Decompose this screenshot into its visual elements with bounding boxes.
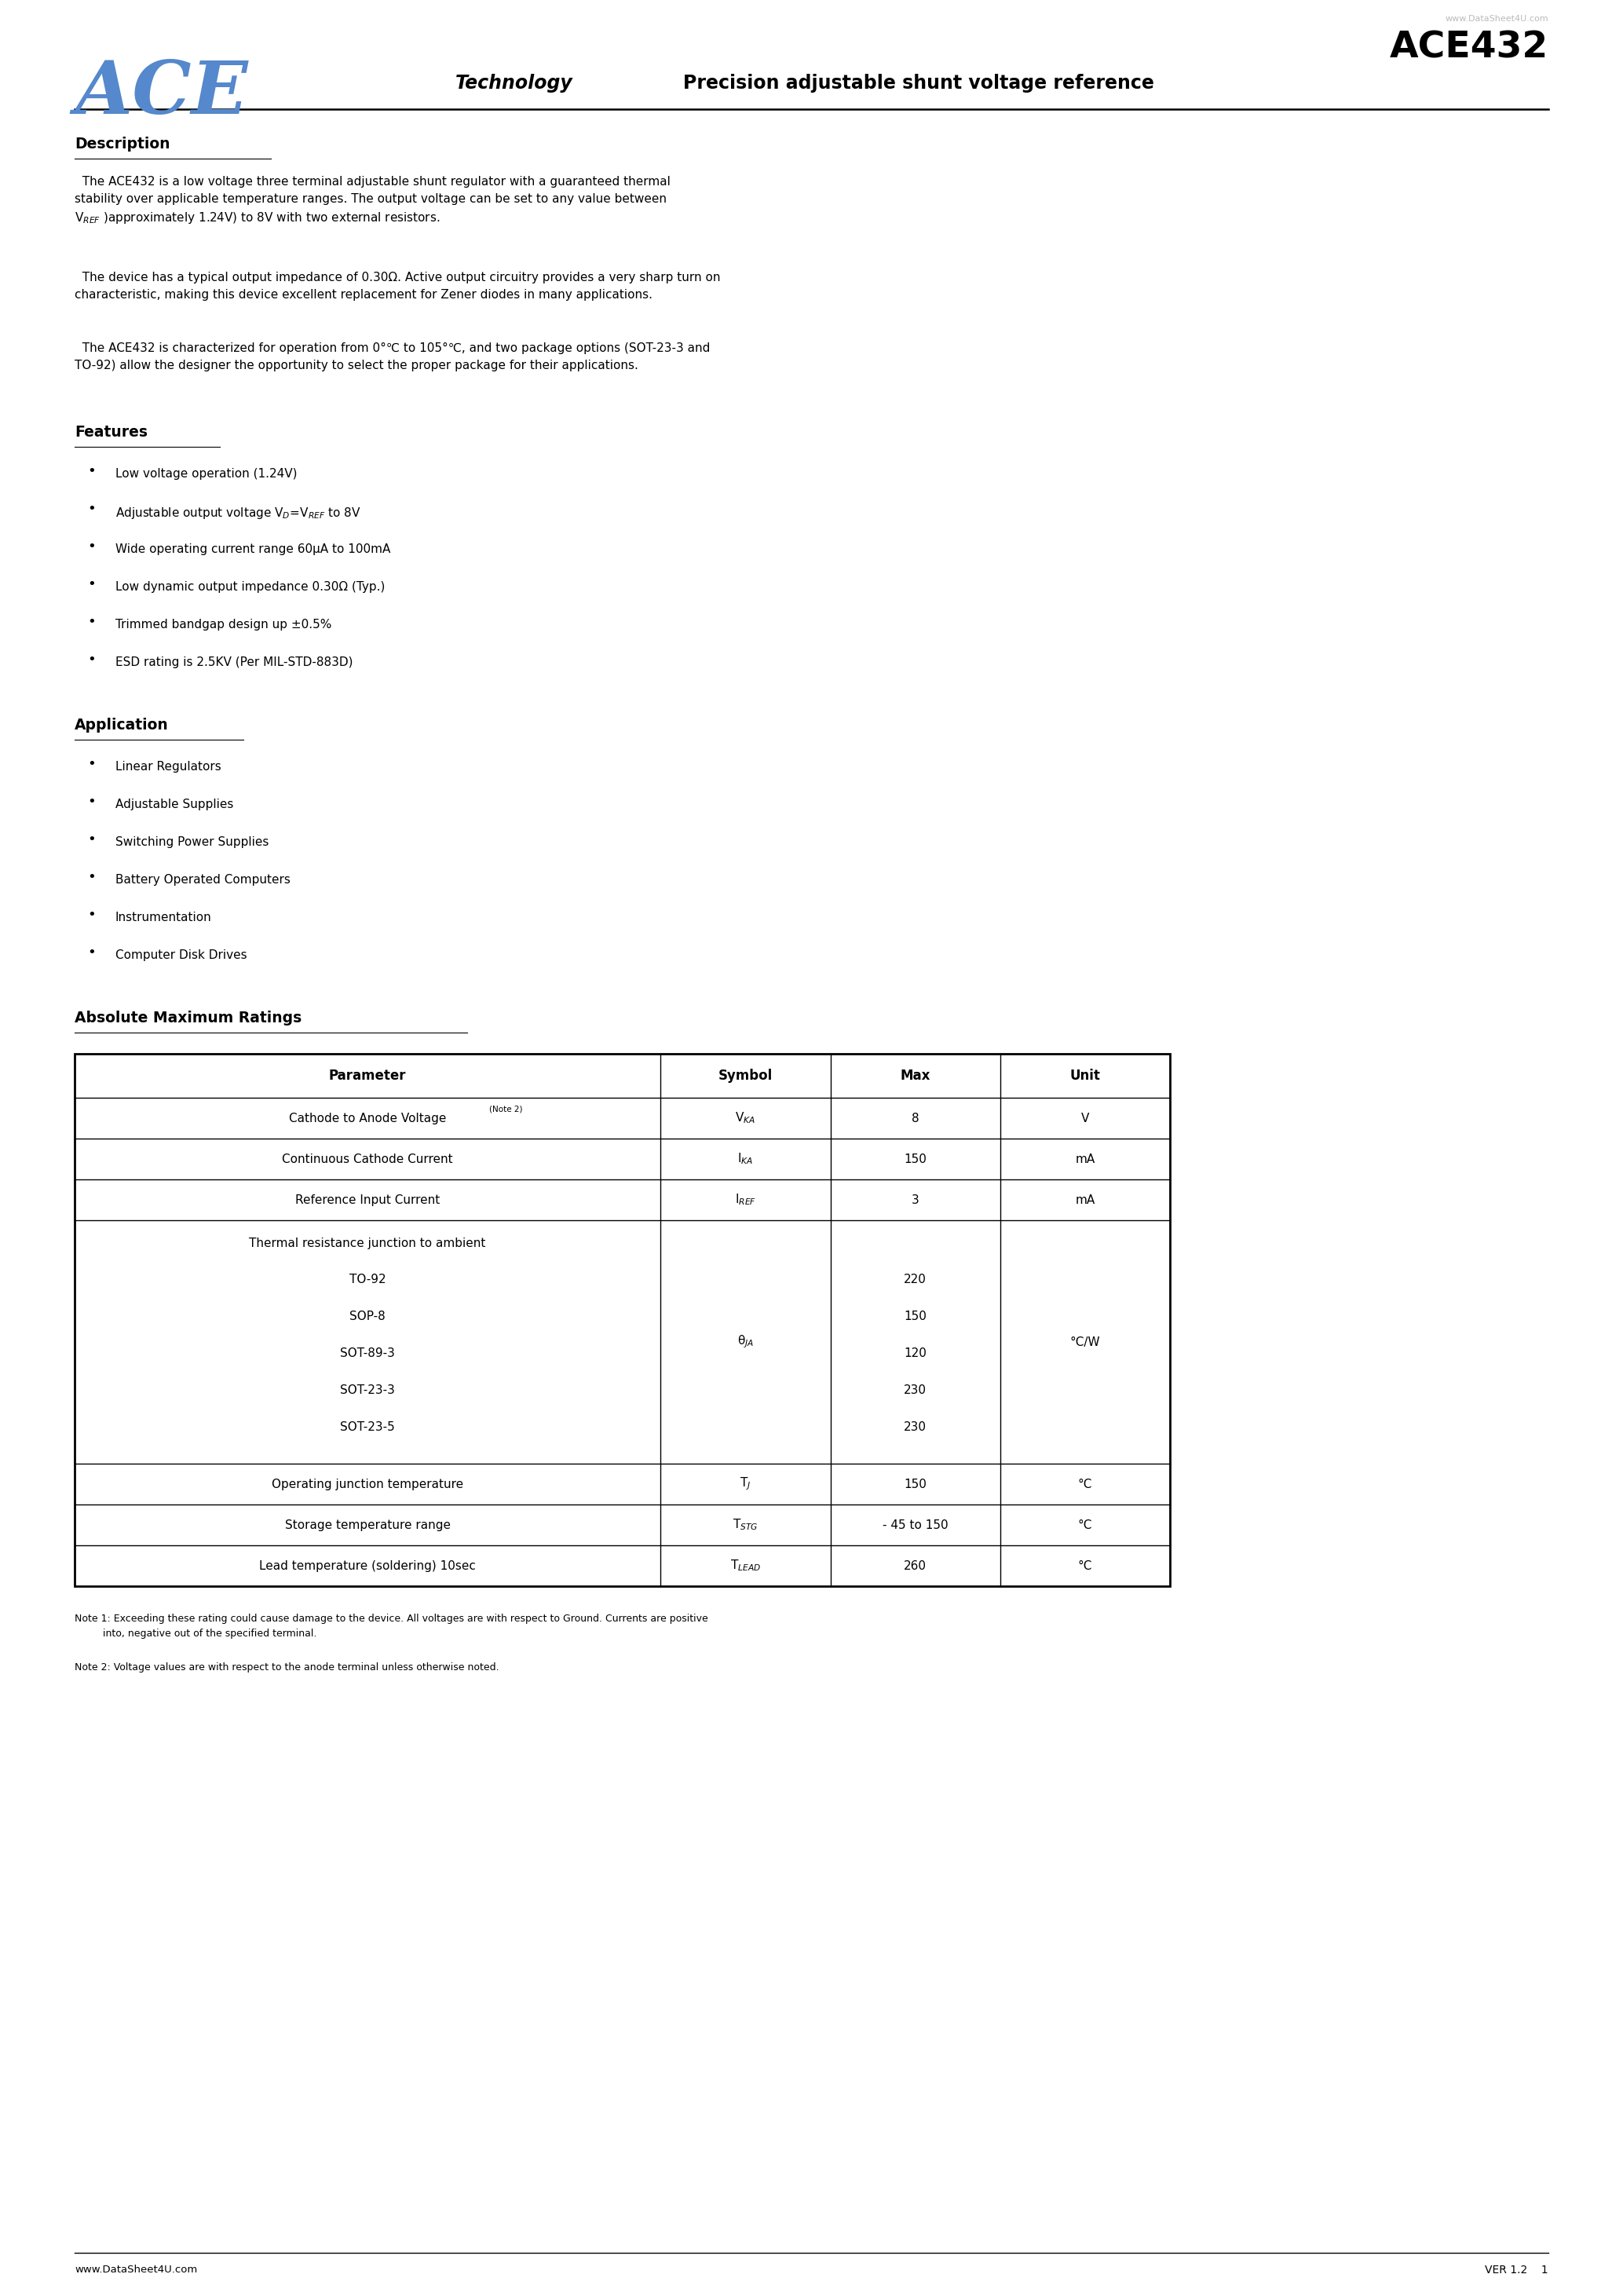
Text: Application: Application [75, 719, 169, 732]
Text: 220: 220 [904, 1274, 927, 1286]
Text: Thermal resistance junction to ambient: Thermal resistance junction to ambient [250, 1238, 485, 1249]
Text: T$_J$: T$_J$ [740, 1476, 751, 1492]
Text: •: • [88, 794, 96, 808]
Text: Features: Features [75, 425, 148, 441]
Text: SOP-8: SOP-8 [349, 1311, 386, 1322]
Text: •: • [88, 833, 96, 847]
Text: ACE432: ACE432 [1389, 30, 1548, 67]
Text: °C: °C [1078, 1559, 1092, 1573]
Text: Linear Regulators: Linear Regulators [115, 760, 221, 774]
Text: °C: °C [1078, 1520, 1092, 1531]
Text: mA: mA [1074, 1153, 1096, 1164]
Text: °C/W: °C/W [1070, 1336, 1100, 1348]
Text: •: • [88, 946, 96, 960]
Text: SOT-89-3: SOT-89-3 [341, 1348, 394, 1359]
Text: Switching Power Supplies: Switching Power Supplies [115, 836, 269, 847]
Text: Max: Max [901, 1068, 930, 1084]
Text: I$_{KA}$: I$_{KA}$ [737, 1153, 753, 1166]
Text: •: • [88, 464, 96, 478]
Text: •: • [88, 576, 96, 592]
Text: Computer Disk Drives: Computer Disk Drives [115, 948, 247, 962]
Text: 150: 150 [904, 1479, 927, 1490]
Text: θ$_{JA}$: θ$_{JA}$ [737, 1334, 753, 1350]
Text: Precision adjustable shunt voltage reference: Precision adjustable shunt voltage refer… [683, 73, 1154, 92]
Text: TO-92: TO-92 [349, 1274, 386, 1286]
Text: The device has a typical output impedance of 0.30Ω. Active output circuitry prov: The device has a typical output impedanc… [75, 271, 721, 301]
Text: Reference Input Current: Reference Input Current [295, 1194, 440, 1205]
Text: °C: °C [1078, 1479, 1092, 1490]
Text: Continuous Cathode Current: Continuous Cathode Current [282, 1153, 453, 1164]
Text: Adjustable output voltage V$_D$=V$_{REF}$ to 8V: Adjustable output voltage V$_D$=V$_{REF}… [115, 505, 360, 521]
Text: •: • [88, 758, 96, 771]
Text: Description: Description [75, 138, 170, 152]
Text: •: • [88, 503, 96, 517]
Text: Storage temperature range: Storage temperature range [284, 1520, 451, 1531]
Bar [75, 1054, 1170, 1587]
Text: I$_{REF}$: I$_{REF}$ [735, 1192, 756, 1208]
Text: - 45 to 150: - 45 to 150 [883, 1520, 948, 1531]
Text: 150: 150 [904, 1311, 927, 1322]
Text: www.DataSheet4U.com: www.DataSheet4U.com [1444, 14, 1548, 23]
Text: Cathode to Anode Voltage: Cathode to Anode Voltage [289, 1111, 446, 1125]
Text: 8: 8 [912, 1111, 919, 1125]
Text: •: • [88, 870, 96, 884]
Text: 3: 3 [912, 1194, 919, 1205]
Text: SOT-23-3: SOT-23-3 [341, 1384, 394, 1396]
Text: 150: 150 [904, 1153, 927, 1164]
Text: VER 1.2    1: VER 1.2 1 [1485, 2264, 1548, 2275]
Text: T$_{LEAD}$: T$_{LEAD}$ [730, 1559, 761, 1573]
Text: Symbol: Symbol [719, 1068, 773, 1084]
Text: The ACE432 is a low voltage three terminal adjustable shunt regulator with a gua: The ACE432 is a low voltage three termin… [75, 177, 670, 225]
Text: Low voltage operation (1.24V): Low voltage operation (1.24V) [115, 468, 297, 480]
Text: •: • [88, 615, 96, 629]
Text: mA: mA [1074, 1194, 1096, 1205]
Text: 230: 230 [904, 1384, 927, 1396]
Text: Operating junction temperature: Operating junction temperature [271, 1479, 464, 1490]
Text: ACE: ACE [75, 57, 248, 129]
Text: Absolute Maximum Ratings: Absolute Maximum Ratings [75, 1010, 302, 1026]
Text: V$_{KA}$: V$_{KA}$ [735, 1111, 756, 1125]
Text: Low dynamic output impedance 0.30Ω (Typ.): Low dynamic output impedance 0.30Ω (Typ.… [115, 581, 385, 592]
Text: 260: 260 [904, 1559, 927, 1573]
Text: SOT-23-5: SOT-23-5 [341, 1421, 394, 1433]
Text: Wide operating current range 60μA to 100mA: Wide operating current range 60μA to 100… [115, 544, 391, 556]
Text: Instrumentation: Instrumentation [115, 912, 213, 923]
Text: Trimmed bandgap design up ±0.5%: Trimmed bandgap design up ±0.5% [115, 618, 331, 631]
Text: ESD rating is 2.5KV (Per MIL-STD-883D): ESD rating is 2.5KV (Per MIL-STD-883D) [115, 657, 352, 668]
Text: Adjustable Supplies: Adjustable Supplies [115, 799, 234, 810]
Text: 120: 120 [904, 1348, 927, 1359]
Text: Lead temperature (soldering) 10sec: Lead temperature (soldering) 10sec [260, 1559, 476, 1573]
Text: •: • [88, 652, 96, 666]
Text: Battery Operated Computers: Battery Operated Computers [115, 875, 291, 886]
Text: www.DataSheet4U.com: www.DataSheet4U.com [75, 2264, 198, 2275]
Text: Note 2: Voltage values are with respect to the anode terminal unless otherwise n: Note 2: Voltage values are with respect … [75, 1662, 500, 1671]
Text: T$_{STG}$: T$_{STG}$ [732, 1518, 758, 1531]
Text: (Note 2): (Note 2) [489, 1104, 523, 1114]
Text: 230: 230 [904, 1421, 927, 1433]
Text: •: • [88, 907, 96, 923]
Text: Note 1: Exceeding these rating could cause damage to the device. All voltages ar: Note 1: Exceeding these rating could cau… [75, 1614, 708, 1639]
Text: Technology: Technology [456, 73, 573, 92]
Text: Parameter: Parameter [329, 1068, 406, 1084]
Text: •: • [88, 540, 96, 553]
Text: Unit: Unit [1070, 1068, 1100, 1084]
Text: V: V [1081, 1111, 1089, 1125]
Text: The ACE432 is characterized for operation from 0°℃ to 105°℃, and two package opt: The ACE432 is characterized for operatio… [75, 342, 711, 372]
